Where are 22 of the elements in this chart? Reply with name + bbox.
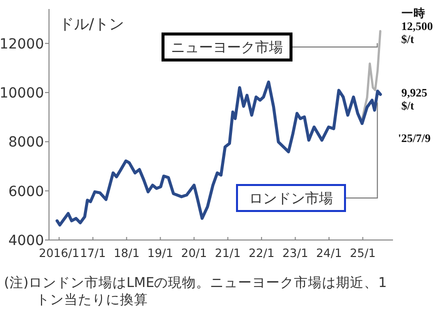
y-tick-label: 6000 [8, 184, 44, 200]
x-tick-label: 2016/1 [38, 246, 80, 260]
y-tick-label: 4000 [8, 233, 44, 249]
y-tick-label: 12000 [0, 36, 44, 52]
y-tick-label: 10000 [0, 86, 44, 102]
x-tick-label: 19/1 [147, 246, 174, 260]
x-tick-label: 22/1 [248, 246, 274, 260]
x-tick-label: 24/1 [316, 246, 342, 260]
text: (注)ロンドン市場はLMEの現物。ニューヨーク市場は期近、1トン当たりに換算 [4, 275, 387, 308]
x-tick-label: 21/1 [214, 246, 241, 260]
x-tick-label: 23/1 [282, 246, 308, 260]
x-tick-label: 18/1 [114, 246, 140, 260]
x-tick-label: 17/1 [80, 246, 106, 260]
text: ニューヨーク市場 [171, 40, 283, 56]
text: '25/7/9 [398, 133, 431, 145]
x-tick-label: 20/1 [181, 246, 207, 260]
x-tick-label: 25/1 [350, 246, 376, 260]
y-tick-label: 8000 [8, 134, 44, 151]
annotation: 一時 12,500 $/t [401, 6, 434, 46]
text: ロンドン市場 [249, 191, 333, 207]
y-axis-title: ドル/トン [59, 15, 124, 33]
annotation: 9,925 $/t [401, 87, 428, 112]
